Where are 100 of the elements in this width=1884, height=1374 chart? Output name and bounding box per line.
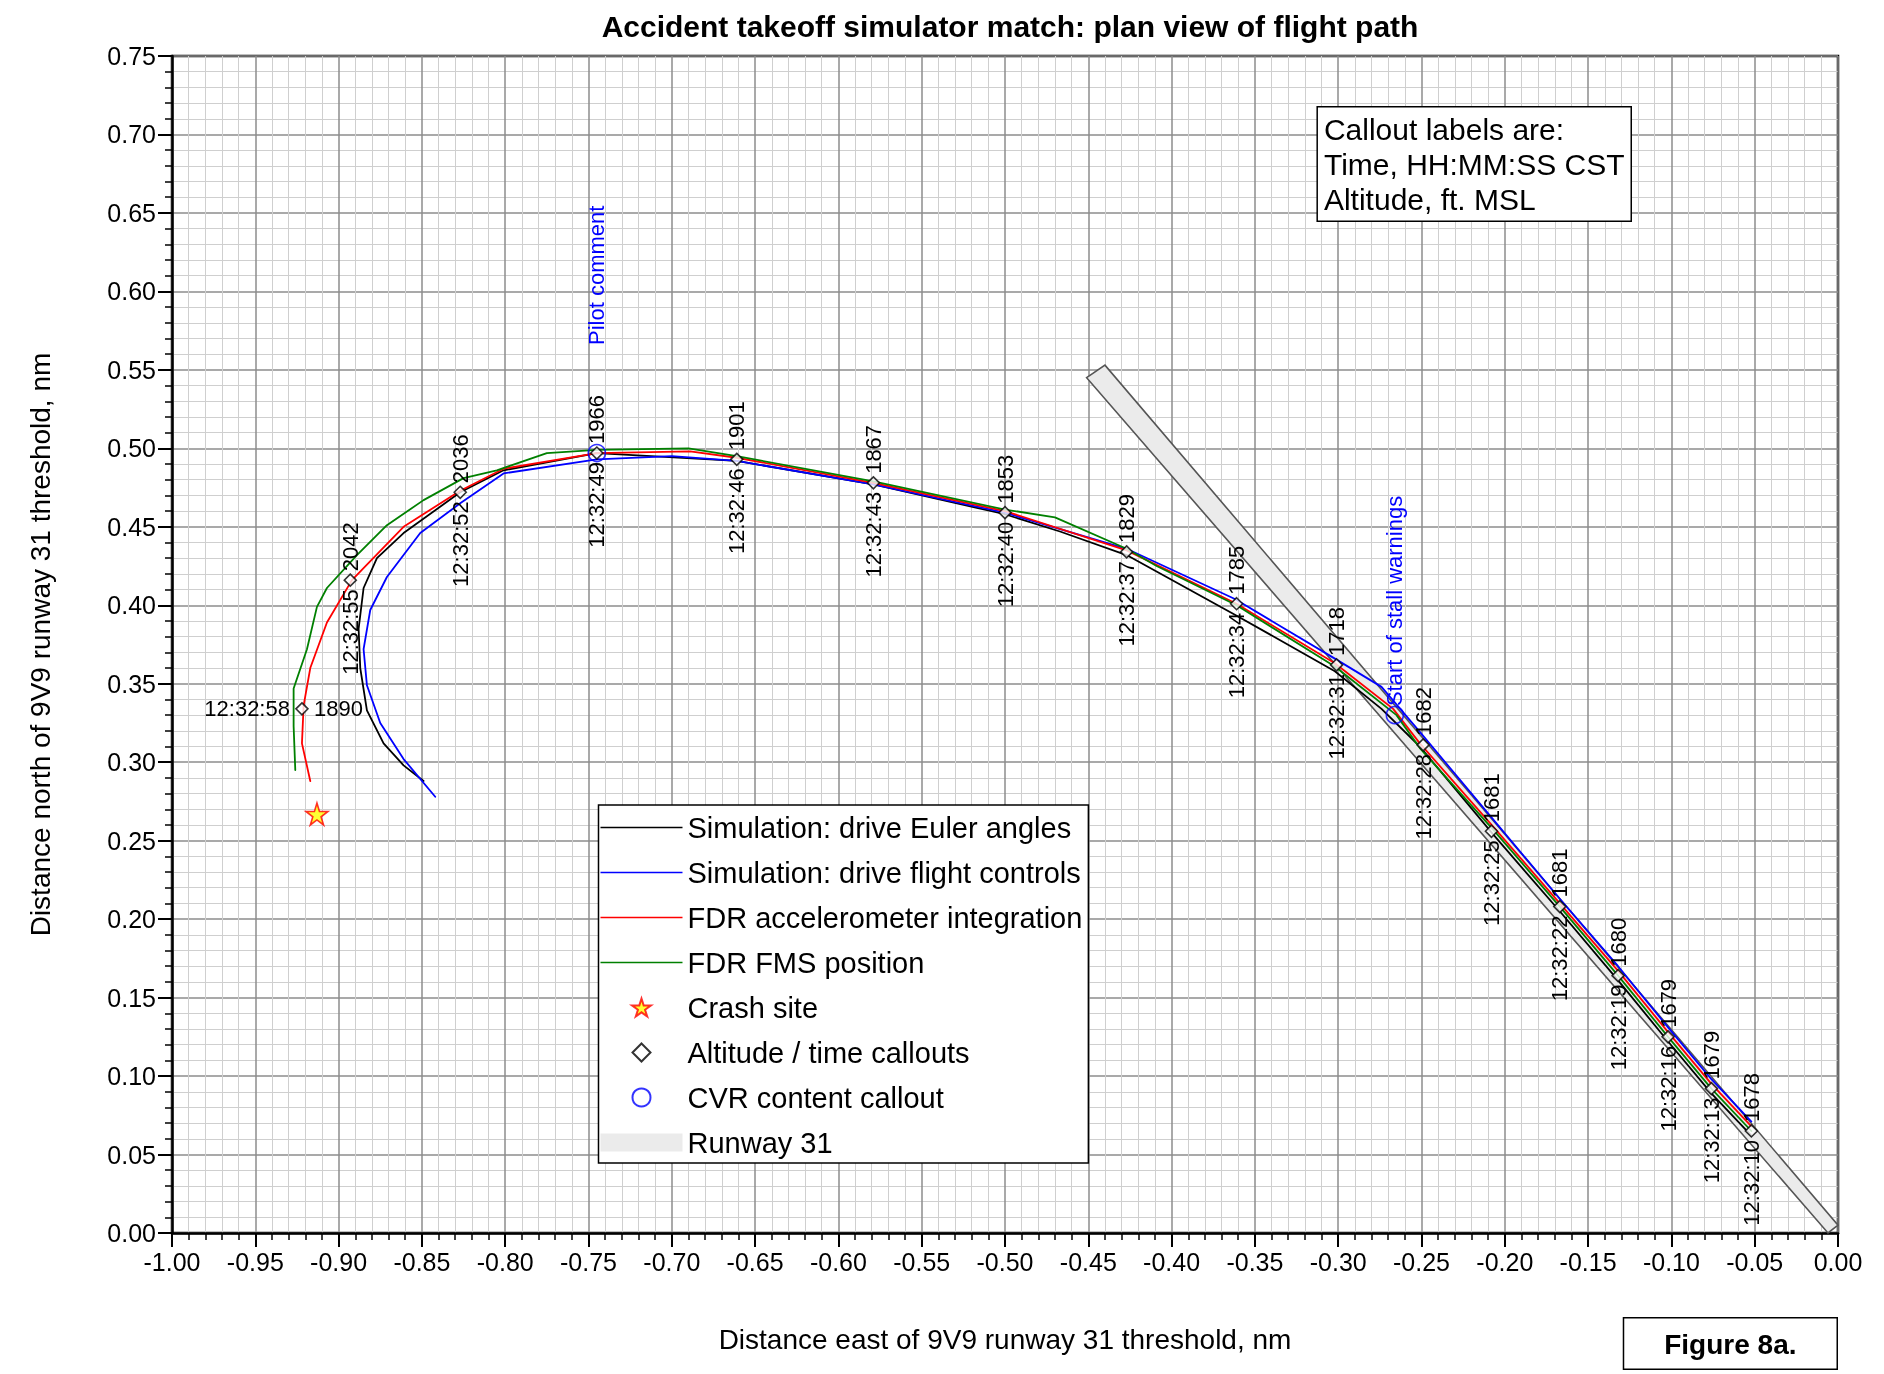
y-tick-label: 0.45 [107,512,156,541]
point [1385,705,1405,725]
point [1416,738,1430,752]
x-tick-label: -0.20 [1476,1247,1534,1276]
annotation: 12:32:40 [992,521,1018,608]
legend-label: FDR accelerometer integration [687,901,1083,934]
annotation: Pilot comment [583,205,609,345]
x-tick-label: -0.65 [726,1247,784,1276]
annotation: Callout labels are: Time, HH:MM:SS CST Altitude, ft. MSL [1323,112,1625,216]
point [1229,596,1244,611]
point [295,702,309,716]
x-tick-label: -0.50 [976,1247,1034,1276]
point [729,452,744,467]
x-tick-label: -0.15 [1559,1247,1617,1276]
annotation: 12:32:55 [337,589,363,675]
annotation: 12:32:16 [1655,1045,1681,1132]
y-axis-title: Distance north of 9V9 runway 31 threshold, nm [24,352,56,937]
annotation: 1853 [992,454,1018,504]
y-tick-label: 0.50 [107,434,156,463]
point [453,485,468,500]
annotation: 12:32:25 [1478,840,1504,926]
annotation: 1785 [1224,545,1250,595]
annotation: 1718 [1324,606,1350,656]
x-tick-label: -0.75 [560,1247,617,1276]
annotation: 1680 [1605,917,1631,967]
point [998,505,1012,520]
x-tick-label: -0.80 [476,1247,534,1276]
annotation: 12:32:43 [860,491,886,578]
legend-label: Runway 31 [687,1126,833,1159]
y-tick-label: 0.05 [107,1140,156,1169]
x-tick-label: -0.55 [893,1247,951,1276]
legend-label: Simulation: drive flight controls [687,856,1081,889]
annotation: 12:32:49 [584,462,610,548]
annotation: 12:32:19 [1605,984,1631,1071]
annotation: 12:32:58 [204,696,290,722]
legend-label: Altitude / time callouts [687,1036,970,1069]
x-axis-title: Distance east of 9V9 runway 31 threshold, nm [718,1323,1292,1355]
y-tick-label: 0.35 [107,669,156,698]
legend-label: FDR FMS position [687,946,925,979]
x-tick-label: -0.05 [1726,1247,1784,1276]
point [1704,1081,1719,1096]
annotation: 12:32:22 [1547,915,1573,1002]
annotation: 1890 [313,696,363,722]
y-tick-label: 0.00 [107,1219,156,1247]
y-tick-label: 0.10 [107,1062,156,1091]
annotation: 1678 [1738,1073,1764,1122]
legend-label: Simulation: drive Euler angles [687,811,1072,844]
y-tick-label: 0.75 [107,42,156,70]
x-tick-label: -0.85 [393,1247,451,1276]
annotation: 12:32:13 [1698,1097,1724,1184]
annotation: 1679 [1655,978,1681,1028]
annotation: 12:32:46 [724,468,750,554]
annotation: 12:32:28 [1410,753,1436,840]
annotation: 2036 [447,434,473,484]
annotation: 12:32:31 [1324,673,1350,760]
annotation: 1901 [724,401,750,451]
x-tick-label: -0.10 [1642,1247,1700,1276]
annotation: 1966 [584,395,610,445]
point [305,802,329,826]
point [1744,1124,1759,1138]
y-tick-label: 0.20 [107,905,156,934]
point [1661,1030,1675,1044]
x-tick-label: -0.70 [643,1247,701,1276]
annotation: 12:32:37 [1114,560,1140,647]
annotation: 1681 [1478,773,1504,823]
x-tick-label: -0.60 [809,1247,867,1276]
y-tick-label: 0.25 [107,826,156,855]
x-tick-label: 0.00 [1813,1247,1863,1276]
x-tick-label: -1.00 [143,1247,201,1276]
annotation: 12:32:10 [1738,1139,1764,1226]
annotation: 1829 [1114,493,1140,543]
annotation: 1867 [860,424,886,474]
annotation: Start of stall warnings [1382,495,1408,707]
legend-label: CVR content callout [687,1081,944,1114]
x-tick-label: -0.90 [310,1247,368,1276]
x-tick-label: -0.40 [1143,1247,1201,1276]
point [1552,899,1567,914]
annotation: 1681 [1547,848,1573,898]
y-tick-label: 0.60 [107,277,156,306]
y-tick-label: 0.30 [107,748,156,777]
annotation: 1679 [1698,1030,1724,1080]
point [866,476,881,490]
point [1119,545,1134,559]
x-tick-label: -0.45 [1059,1247,1117,1276]
x-tick-label: -0.25 [1393,1247,1450,1276]
y-tick-label: 0.70 [107,120,156,149]
y-tick-label: 0.65 [107,198,156,227]
annotation: 2042 [337,522,363,572]
legend-label: Crash site [687,991,819,1024]
annotation: 1682 [1410,686,1436,736]
caption: Figure 8a. [1664,1329,1797,1360]
x-tick-label: -0.35 [1226,1247,1284,1276]
y-tick-label: 0.40 [107,591,156,620]
chart-title: Accident takeoff simulator match: plan view of flight path [601,9,1419,43]
point [343,573,358,587]
point [1484,824,1499,839]
x-tick-label: -0.95 [226,1247,284,1276]
annotation: 12:32:34 [1224,612,1250,699]
point [1329,658,1344,672]
point [1611,968,1625,983]
